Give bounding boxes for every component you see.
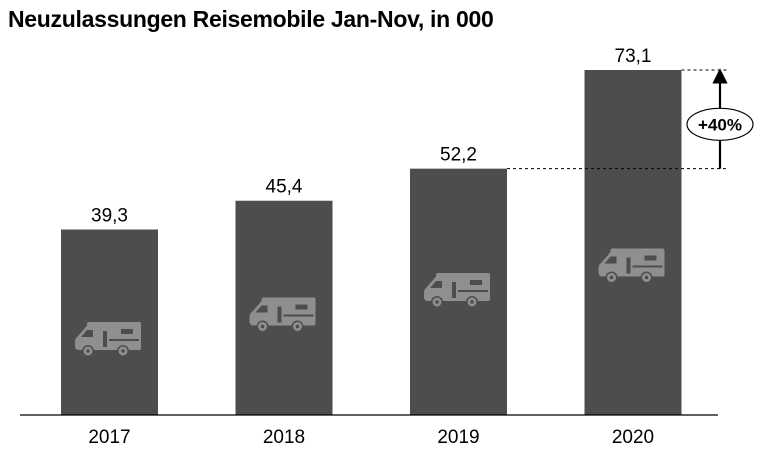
value-label: 45,4 <box>266 177 303 198</box>
value-label: 52,2 <box>440 145 477 166</box>
bar-2020 <box>584 70 682 415</box>
category-label: 2017 <box>88 427 130 448</box>
value-label: 39,3 <box>91 206 128 227</box>
growth-badge <box>686 107 754 141</box>
category-label: 2018 <box>263 427 305 448</box>
category-label: 2019 <box>437 427 479 448</box>
chart-title: Neuzulassungen Reisemobile Jan-Nov, in 0… <box>8 6 494 32</box>
category-label: 2020 <box>612 427 654 448</box>
growth-label: +40% <box>698 115 742 134</box>
value-label: 73,1 <box>615 46 652 67</box>
